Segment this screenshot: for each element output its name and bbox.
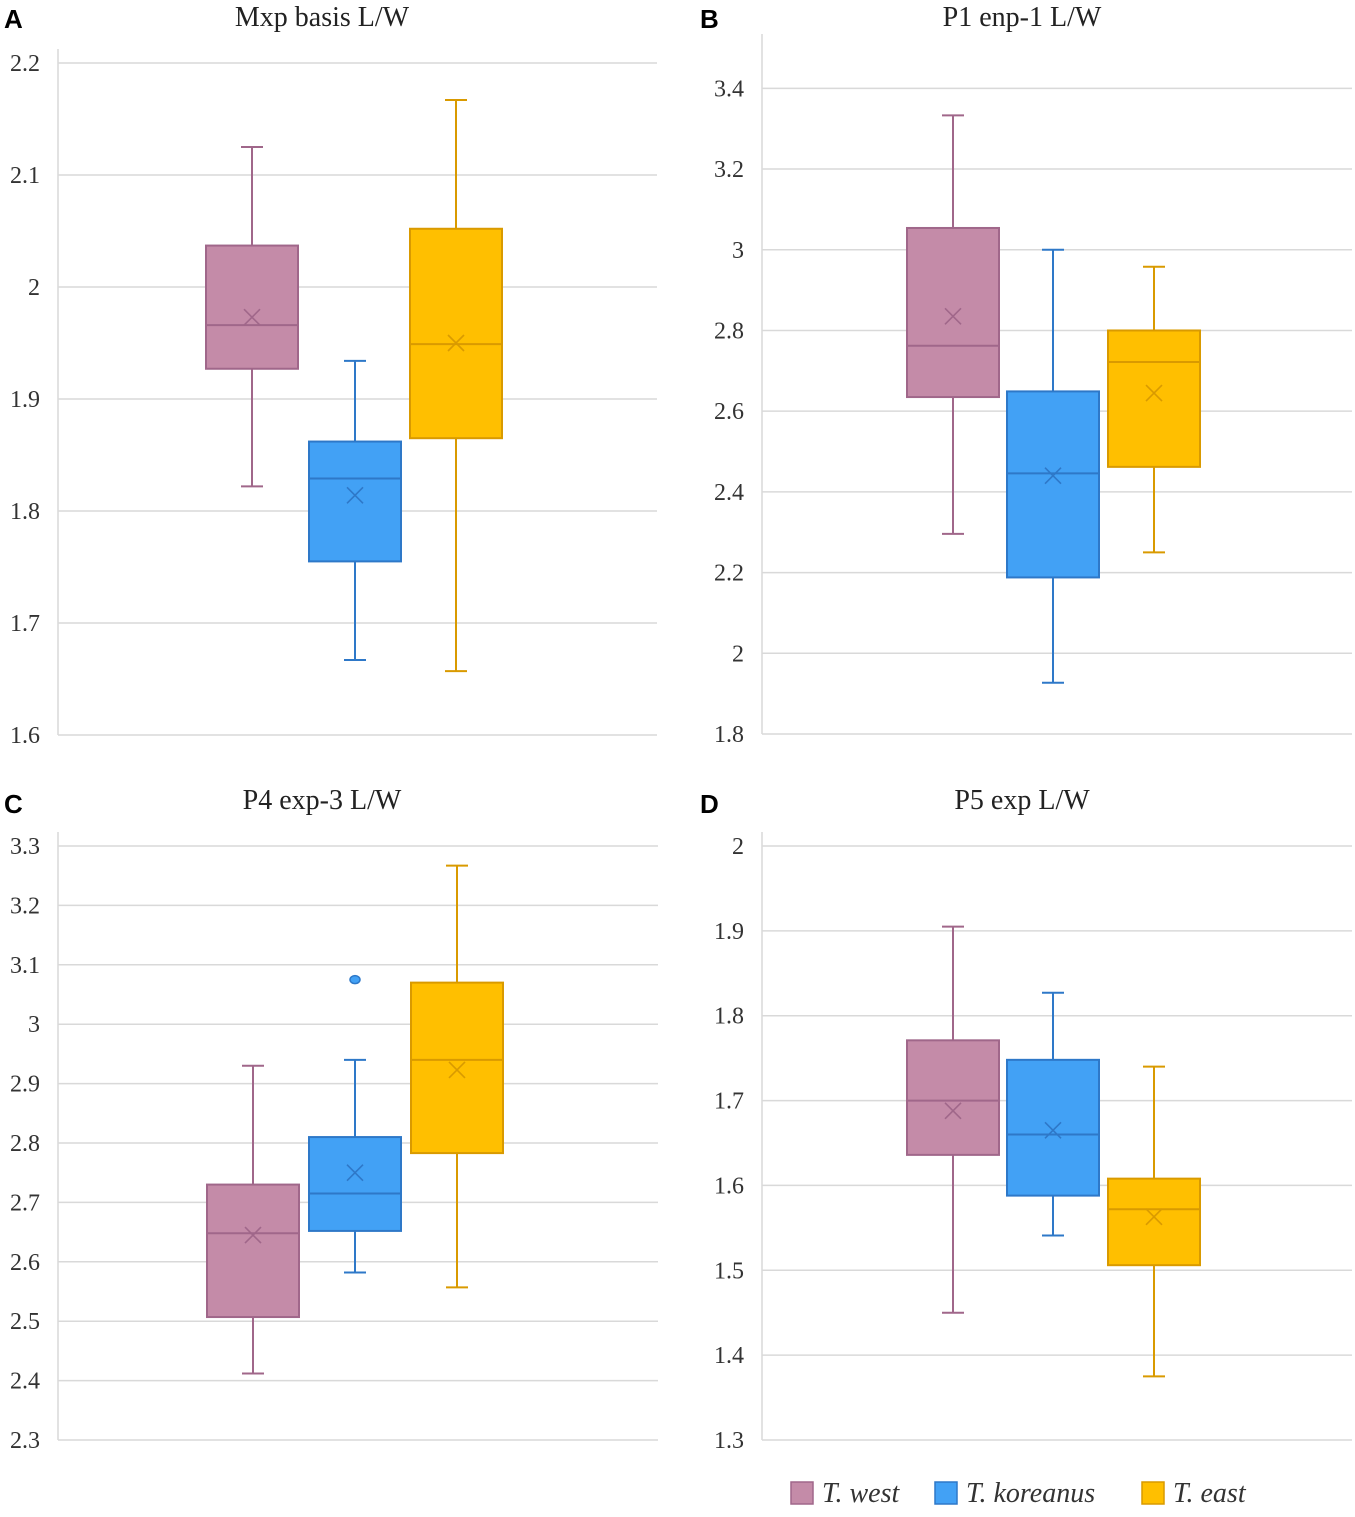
legend-item: T. koreanus [934, 1478, 1095, 1509]
y-tick-label: 2.5 [10, 1309, 40, 1335]
y-tick-label: 1.3 [714, 1428, 744, 1454]
iqr-box [308, 440, 402, 563]
panel-b: B P1 enp-1 L/W 1.8 2 2.2 2.4 2.6 2.8 3 3.2 3.4 [700, 2, 1352, 748]
iqr-box [906, 226, 1000, 399]
legend-label: T. koreanus [966, 1478, 1095, 1509]
y-tick-label: 2.1 [10, 163, 40, 189]
legend-label: T. west [822, 1478, 900, 1509]
y-tick-label: 2.9 [10, 1072, 40, 1098]
y-tick-label: 3.4 [714, 76, 744, 102]
box-t-east [410, 864, 504, 1289]
box-t-koreanus [1006, 991, 1100, 1237]
mean-marker [944, 1102, 962, 1120]
y-tick-label: 1.4 [714, 1343, 744, 1369]
panel-letter: C [4, 789, 23, 819]
iqr-box [906, 1039, 1000, 1156]
panel-letter: A [4, 4, 23, 34]
panel-letter: D [700, 789, 719, 819]
y-tick-label: 3.2 [10, 893, 40, 919]
mean-marker [1044, 467, 1062, 485]
iqr-box [1006, 1058, 1100, 1197]
y-tick-label: 1.9 [10, 387, 40, 413]
y-tick-label: 1.8 [714, 1004, 744, 1030]
y-tick-label: 3 [732, 238, 744, 264]
mean-marker [243, 308, 261, 326]
chart-title: P5 exp L/W [954, 785, 1090, 816]
box-t-east [1107, 265, 1201, 554]
box-t-koreanus [308, 359, 402, 661]
y-tick-label: 2.2 [10, 51, 40, 77]
y-tick-label: 1.9 [714, 919, 744, 945]
panels: A Mxp basis L/W 1.6 1.7 1.8 1.9 2 2.1 2.2 B P1 enp… [4, 2, 1352, 1454]
box-t-east [1107, 1065, 1201, 1378]
mean-marker [346, 1164, 364, 1182]
chart-title: P4 exp-3 L/W [243, 785, 402, 816]
y-tick-label: 3.3 [10, 834, 40, 860]
box-t-west [205, 146, 299, 488]
y-tick-label: 1.8 [10, 499, 40, 525]
panel-c: C P4 exp-3 L/W 2.3 2.4 2.5 2.6 2.7 2.8 2.9 3 3.1 3.… [4, 785, 658, 1454]
iqr-box [206, 1183, 300, 1319]
y-tick-label: 1.8 [714, 722, 744, 748]
y-tick-label: 2.8 [10, 1131, 40, 1157]
y-tick-label: 1.7 [10, 611, 40, 637]
y-tick-label: 2.4 [714, 480, 744, 506]
iqr-box [1107, 329, 1201, 468]
mean-marker [448, 1061, 466, 1079]
y-tick-label: 1.7 [714, 1089, 744, 1115]
legend-swatch [790, 1481, 814, 1505]
y-tick-label: 2 [28, 275, 40, 301]
mean-marker [1145, 1208, 1163, 1226]
panel-d: D P5 exp L/W 1.3 1.4 1.5 1.6 1.7 1.8 1.9 2 [700, 785, 1352, 1454]
y-tick-label: 2.7 [10, 1190, 40, 1216]
legend-item: T. west [790, 1478, 900, 1509]
iqr-box [409, 227, 503, 440]
y-tick-label: 1.5 [714, 1258, 744, 1284]
chart-title: P1 enp-1 L/W [943, 2, 1102, 33]
y-tick-label: 1.6 [10, 723, 40, 749]
y-tick-label: 2 [732, 834, 744, 860]
y-tick-label: 2.6 [10, 1250, 40, 1276]
iqr-box [1006, 390, 1100, 579]
box-t-west [206, 1064, 300, 1375]
y-tick-label: 2.3 [10, 1428, 40, 1454]
legend: T. west T. koreanus T. east [790, 1478, 1247, 1509]
y-tick-label: 2.6 [714, 399, 744, 425]
legend-label: T. east [1173, 1478, 1247, 1509]
box-t-west [906, 114, 1000, 535]
iqr-box [410, 981, 504, 1155]
y-tick-label: 2 [732, 641, 744, 667]
box-t-west [906, 925, 1000, 1314]
mean-marker [244, 1226, 262, 1244]
y-tick-label: 3.2 [714, 157, 744, 183]
mean-marker [1145, 384, 1163, 402]
iqr-box [308, 1136, 402, 1232]
box-t-koreanus [1006, 248, 1100, 684]
y-tick-label: 2.4 [10, 1369, 40, 1395]
mean-marker [346, 486, 364, 504]
box-t-koreanus [308, 974, 402, 1274]
mean-marker [1044, 1121, 1062, 1139]
y-tick-label: 2.2 [714, 561, 744, 587]
panel-a: A Mxp basis L/W 1.6 1.7 1.8 1.9 2 2.1 2.2 [4, 2, 657, 749]
legend-swatch [934, 1481, 958, 1505]
legend-swatch [1141, 1481, 1165, 1505]
mean-marker [447, 334, 465, 352]
mean-marker [944, 307, 962, 325]
panel-letter: B [700, 4, 719, 34]
chart-title: Mxp basis L/W [235, 2, 410, 33]
y-tick-label: 3.1 [10, 953, 40, 979]
outlier-point [349, 974, 361, 985]
y-tick-label: 3 [28, 1012, 40, 1038]
box-t-east [409, 98, 503, 673]
iqr-box [205, 244, 299, 370]
iqr-box [1107, 1177, 1201, 1267]
legend-item: T. east [1141, 1478, 1247, 1509]
y-tick-label: 2.8 [714, 318, 744, 344]
y-tick-label: 1.6 [714, 1173, 744, 1199]
